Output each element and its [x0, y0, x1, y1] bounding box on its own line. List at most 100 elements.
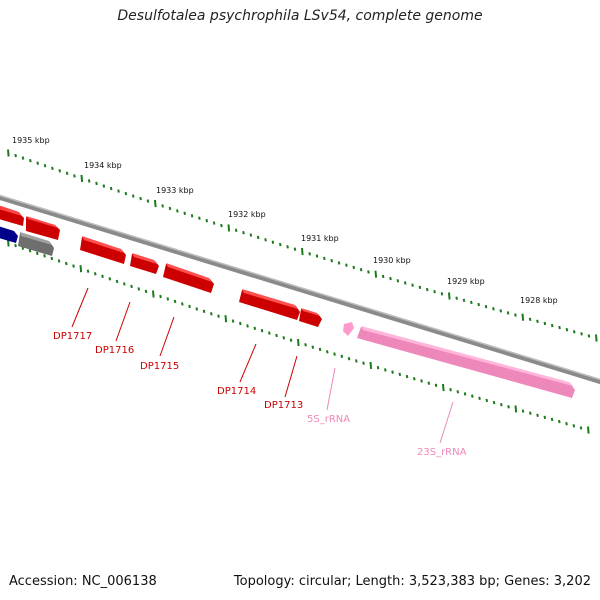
upper-track-tick: [418, 285, 422, 290]
upper-track-tick: [73, 174, 76, 178]
upper-track-tick: [190, 214, 194, 218]
lower-track-tick: [130, 284, 133, 289]
upper-track-tick: [543, 321, 547, 326]
upper-track-tick: [43, 164, 47, 168]
lower-track-tick: [442, 383, 445, 392]
tick-label: 1935 kbp: [12, 136, 50, 145]
upper-track-tick: [183, 211, 186, 216]
upper-track-tick: [176, 209, 179, 213]
lower-track-tick: [449, 387, 452, 392]
lower-track-tick: [427, 381, 431, 385]
tick-label: 1932 kbp: [228, 210, 266, 219]
upper-track-tick: [139, 196, 142, 201]
lower-track-tick: [181, 302, 184, 306]
feature-label-DP1714: DP1714: [217, 386, 256, 397]
gene-DP1715-arrow: [163, 263, 214, 293]
tick-label: 1930 kbp: [373, 256, 411, 265]
lower-track-tick: [340, 354, 344, 359]
feature-label-line: [239, 343, 257, 383]
upper-track-tick: [80, 174, 84, 183]
upper-track-tick: [337, 261, 341, 265]
accession-text: Accession: NC_006138: [9, 574, 157, 589]
upper-track-tick: [227, 224, 231, 232]
upper-track-tick: [131, 194, 135, 198]
lower-track-tick: [333, 352, 336, 356]
lower-track-tick: [195, 307, 199, 311]
upper-track-tick: [271, 240, 275, 244]
lower-track-tick: [376, 365, 380, 370]
gene-blue-left: [0, 226, 18, 243]
upper-track-tick: [433, 289, 436, 294]
upper-track-tick: [14, 153, 17, 158]
lower-track-tick: [347, 356, 351, 361]
lower-track-tick: [311, 345, 315, 349]
lower-track-tick: [231, 319, 235, 323]
gene-DP1716-arrow: [130, 253, 159, 274]
lower-track-tick: [369, 361, 373, 370]
feature-label-23S_rRNA: 23S_rRNA: [417, 447, 467, 458]
upper-track-tick: [278, 242, 282, 247]
lower-track-tick: [420, 379, 423, 383]
upper-track-tick: [124, 191, 128, 196]
lower-track-tick: [500, 402, 503, 407]
lower-track-tick: [471, 394, 474, 398]
upper-track-tick: [154, 199, 157, 208]
gene-partial-left-top: [0, 205, 24, 226]
lower-track-tick: [144, 289, 148, 294]
lower-track-tick: [398, 372, 402, 377]
upper-track-tick: [256, 235, 260, 240]
lower-track-tick: [507, 405, 510, 409]
upper-track-tick: [7, 149, 10, 157]
feature-label-DP1715: DP1715: [140, 361, 179, 372]
upper-track-tick: [212, 221, 216, 225]
lower-track-tick: [210, 312, 213, 316]
gene-DP1717-arrow: [80, 236, 126, 264]
upper-track-tick: [330, 258, 333, 263]
upper-track-tick: [117, 189, 120, 193]
lower-track-tick: [587, 426, 590, 434]
upper-track-tick: [536, 319, 539, 324]
upper-track-tick: [484, 304, 488, 309]
feature-label-DP1717: DP1717: [53, 331, 92, 342]
lower-track-tick: [558, 419, 561, 424]
lower-track-tick: [115, 279, 119, 284]
upper-track-tick: [558, 325, 561, 330]
upper-track-tick: [492, 307, 495, 311]
upper-track-tick: [58, 169, 62, 173]
upper-track-tick: [462, 298, 466, 302]
lower-track-tick: [485, 398, 489, 403]
lower-track-tick: [391, 370, 394, 374]
tick-label: 1934 kbp: [84, 161, 122, 170]
upper-track-tick: [308, 252, 311, 256]
upper-track-tick: [572, 330, 576, 334]
lower-track-tick: [384, 368, 387, 372]
upper-track-tick: [565, 327, 569, 332]
upper-track-tick: [470, 300, 473, 305]
lower-track-tick: [224, 315, 228, 323]
lower-track-tick: [173, 299, 177, 304]
lower-track-tick: [456, 390, 460, 394]
upper-track-tick: [425, 287, 429, 292]
lower-track-tick: [275, 333, 278, 338]
upper-track-tick: [550, 323, 554, 328]
lower-track-tick: [492, 400, 496, 405]
lower-track-tick: [268, 331, 271, 335]
lower-track-tick: [282, 336, 286, 340]
upper-track-tick: [198, 216, 201, 220]
upper-track-tick: [102, 184, 106, 188]
lower-track-tick: [108, 277, 112, 281]
upper-track-tick: [286, 245, 289, 249]
lower-track-tick: [572, 424, 576, 428]
upper-track-tick: [403, 281, 407, 285]
lower-track-tick: [289, 338, 293, 342]
upper-track-tick: [264, 238, 267, 242]
lower-track-tick: [543, 415, 547, 420]
upper-track-tick: [146, 199, 150, 203]
upper-track-tick: [29, 158, 32, 163]
lower-track-tick: [304, 343, 307, 347]
upper-track-tick: [21, 156, 25, 160]
lower-track-tick: [50, 256, 54, 261]
upper-track-tick: [161, 204, 164, 208]
